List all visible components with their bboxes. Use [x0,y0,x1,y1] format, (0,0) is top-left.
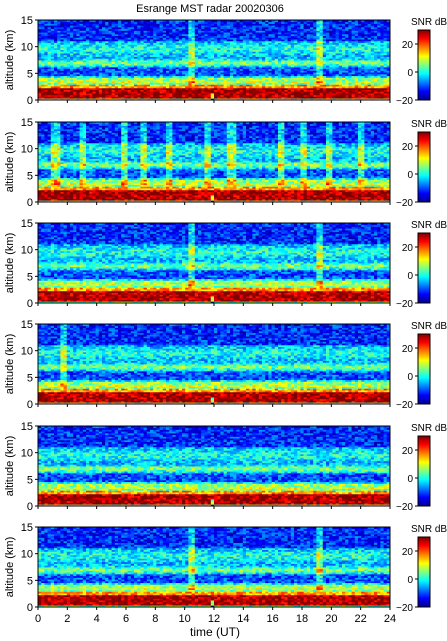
figure-title: Esrange MST radar 20020306 [136,3,284,15]
heatmap-cells [38,20,390,100]
